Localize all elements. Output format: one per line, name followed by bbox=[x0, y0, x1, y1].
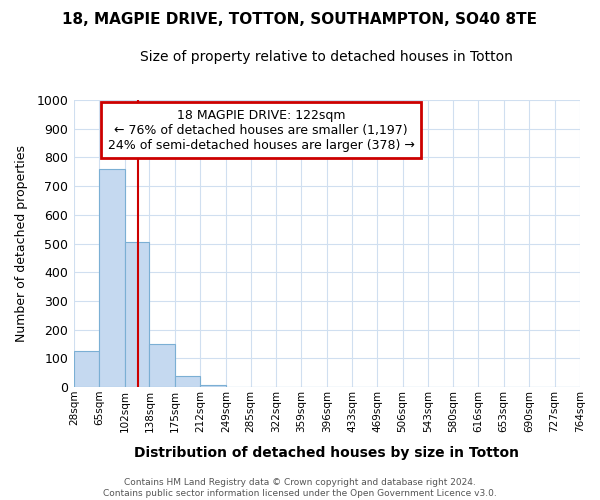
Bar bbox=[99, 169, 125, 387]
Bar bbox=[149, 344, 175, 387]
Bar bbox=[200, 385, 226, 387]
Y-axis label: Number of detached properties: Number of detached properties bbox=[15, 145, 28, 342]
Bar bbox=[125, 242, 149, 387]
Text: Contains HM Land Registry data © Crown copyright and database right 2024.
Contai: Contains HM Land Registry data © Crown c… bbox=[103, 478, 497, 498]
Text: 18 MAGPIE DRIVE: 122sqm
← 76% of detached houses are smaller (1,197)
24% of semi: 18 MAGPIE DRIVE: 122sqm ← 76% of detache… bbox=[107, 108, 415, 152]
Bar bbox=[74, 352, 99, 387]
Title: Size of property relative to detached houses in Totton: Size of property relative to detached ho… bbox=[140, 50, 514, 64]
Bar bbox=[175, 376, 200, 387]
Text: 18, MAGPIE DRIVE, TOTTON, SOUTHAMPTON, SO40 8TE: 18, MAGPIE DRIVE, TOTTON, SOUTHAMPTON, S… bbox=[62, 12, 538, 28]
X-axis label: Distribution of detached houses by size in Totton: Distribution of detached houses by size … bbox=[134, 446, 520, 460]
